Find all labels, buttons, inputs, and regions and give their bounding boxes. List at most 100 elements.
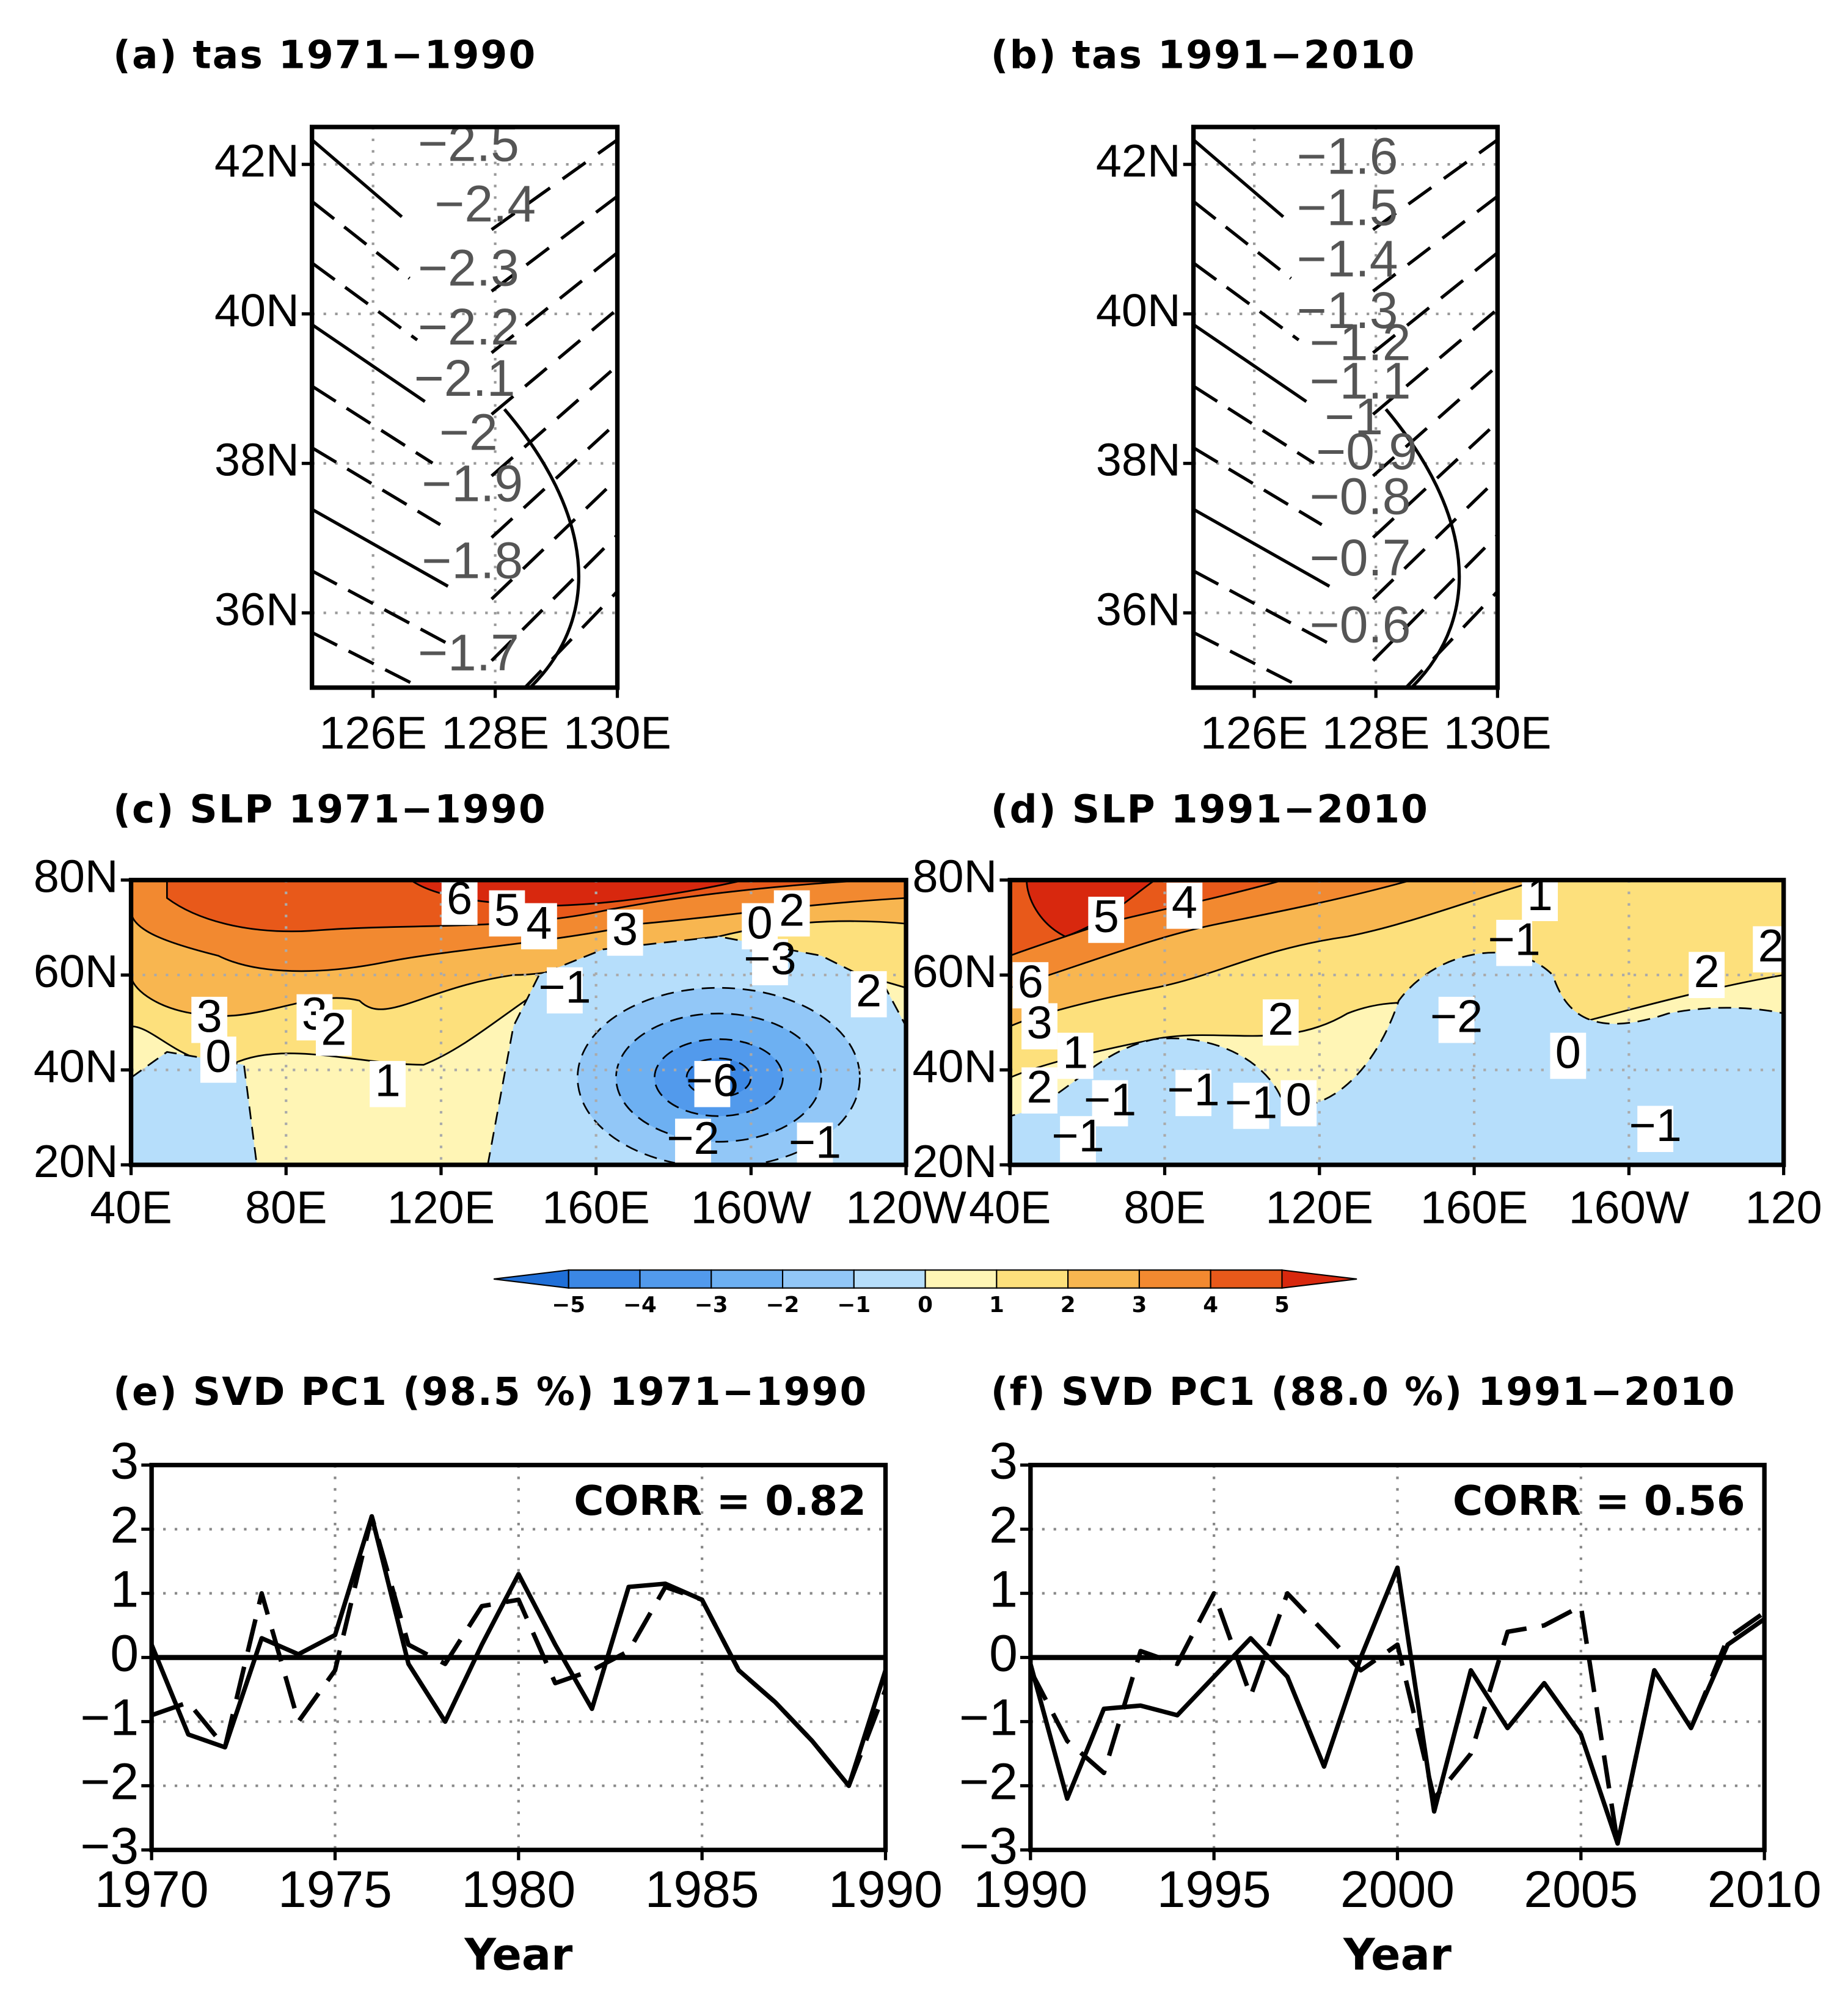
contour-label-box xyxy=(1060,1116,1096,1162)
contour-label-box xyxy=(441,878,478,925)
contour-label: −1 xyxy=(1167,1064,1219,1115)
contour-label: −1 xyxy=(1051,1110,1104,1162)
map-layer xyxy=(131,880,907,1165)
colorbar-label: −1 xyxy=(837,1293,871,1318)
y-tick-label: 1 xyxy=(110,1561,139,1618)
contour-label: −3 xyxy=(743,933,796,985)
colorbar-label: 4 xyxy=(1203,1293,1218,1318)
colorbar-label: 1 xyxy=(989,1293,1004,1318)
contour-line xyxy=(491,308,618,416)
x-tick-label: 120E xyxy=(387,1183,495,1234)
panel-title: (e) SVD PC1 (98.5 %) 1971−1990 xyxy=(113,1369,867,1414)
annotation: CORR = 0.82 xyxy=(574,1477,866,1525)
y-tick-label: 40N xyxy=(1096,285,1181,337)
y-tick-label: 2 xyxy=(989,1497,1018,1554)
x-tick-label: 1980 xyxy=(461,1861,575,1918)
contour-line xyxy=(491,138,618,232)
contour-label-box xyxy=(1689,952,1725,998)
contour-label: −1 xyxy=(1629,1100,1682,1151)
y-tick-label: 60N xyxy=(913,946,998,997)
plot-frame xyxy=(310,125,620,690)
contour-label-box xyxy=(773,890,810,937)
y-tick-label: 36N xyxy=(1096,584,1181,635)
contour-label: −0.8 xyxy=(1310,467,1411,525)
contour-line xyxy=(490,477,618,600)
contour-label: −1.2 xyxy=(1310,313,1411,371)
contour-label-box xyxy=(797,1122,833,1169)
contour-label-box xyxy=(1175,1070,1211,1117)
x-tick-label: 2005 xyxy=(1524,1861,1638,1918)
panel-title: (b) tas 1991−2010 xyxy=(991,33,1416,78)
y-tick-label: −2 xyxy=(80,1753,139,1810)
x-tick-label: 120W xyxy=(845,1183,966,1234)
contour-line xyxy=(312,569,457,649)
contour-label-box xyxy=(489,890,525,937)
colorbar-label: 5 xyxy=(1274,1293,1290,1318)
colorbar-box xyxy=(710,1269,784,1289)
x-tick-label: 128E xyxy=(1322,708,1430,759)
y-tick-label: 80N xyxy=(913,851,998,903)
contour-label: 3 xyxy=(612,904,638,955)
contour-line xyxy=(1193,569,1339,649)
colorbar-box xyxy=(1067,1269,1140,1289)
contour-line xyxy=(1193,200,1292,280)
colorbar-label: −3 xyxy=(695,1293,728,1318)
y-tick-label: 38N xyxy=(214,435,299,486)
colorbar-box xyxy=(639,1269,712,1289)
series-line xyxy=(1028,1591,1766,1846)
contour-line xyxy=(503,408,580,688)
x-tick-label: 160E xyxy=(1420,1183,1528,1234)
contour-line xyxy=(312,631,425,688)
colorbar-label: −4 xyxy=(623,1293,657,1318)
contour-line xyxy=(491,195,618,293)
fill-region xyxy=(131,1051,258,1165)
contour-label: −1.1 xyxy=(1310,352,1411,409)
contour-label: −1 xyxy=(789,1117,841,1168)
contour-label: −2 xyxy=(667,1113,719,1164)
contour-label: 4 xyxy=(526,897,552,949)
x-tick-label: 1975 xyxy=(278,1861,392,1918)
colorbar-box xyxy=(1138,1269,1211,1289)
x-tick-label: 1970 xyxy=(95,1861,209,1918)
panel-title: (d) SLP 1991−2010 xyxy=(991,787,1429,832)
contour-label: −2.5 xyxy=(418,115,519,172)
plot-frame xyxy=(1007,878,1786,1167)
x-tick-label: 80E xyxy=(245,1183,327,1234)
plot-frame xyxy=(149,1462,888,1853)
y-tick-label: 40N xyxy=(913,1041,998,1093)
x-tick-label: 160W xyxy=(691,1183,812,1234)
x-tick-label: 80E xyxy=(1123,1183,1206,1234)
contour-line xyxy=(312,508,449,588)
contour-label: −2.4 xyxy=(434,175,536,232)
x-tick-label: 126E xyxy=(1200,708,1309,759)
contour-label: −0.7 xyxy=(1310,529,1411,586)
y-tick-label: 38N xyxy=(1096,435,1181,486)
contour-line xyxy=(1193,323,1307,403)
x-tick-label: 1985 xyxy=(645,1861,759,1918)
x-tick-label: 1995 xyxy=(1157,1861,1271,1918)
contour-label-box xyxy=(370,1060,406,1107)
contour-label: 3 xyxy=(1026,997,1052,1049)
contour-label: −2.3 xyxy=(418,239,519,296)
x-tick-label: 120E xyxy=(1266,1183,1374,1234)
y-tick-label: 60N xyxy=(34,946,119,997)
y-tick-label: 20N xyxy=(34,1136,119,1187)
contour-label: 2 xyxy=(1268,994,1293,1045)
contour-line xyxy=(1371,195,1498,293)
plot-frame xyxy=(1028,1462,1767,1853)
x-axis-label: Year xyxy=(464,1930,572,1980)
y-tick-label: 3 xyxy=(110,1432,139,1490)
contour-label: −1.5 xyxy=(1297,179,1398,236)
y-tick-label: −2 xyxy=(959,1753,1018,1810)
contour-label: 1 xyxy=(1527,869,1553,921)
y-tick-label: 36N xyxy=(214,584,299,635)
contour-line xyxy=(312,261,418,341)
y-tick-label: 0 xyxy=(110,1625,139,1682)
colorbar-label: −5 xyxy=(552,1293,585,1318)
contour-label: 1 xyxy=(375,1056,401,1107)
contour-label-box xyxy=(1012,962,1049,1008)
contour-label: −1.7 xyxy=(418,624,519,682)
colorbar-label: −2 xyxy=(766,1293,800,1318)
contour-label: 5 xyxy=(1094,891,1119,943)
colorbar-label: 0 xyxy=(918,1293,933,1318)
